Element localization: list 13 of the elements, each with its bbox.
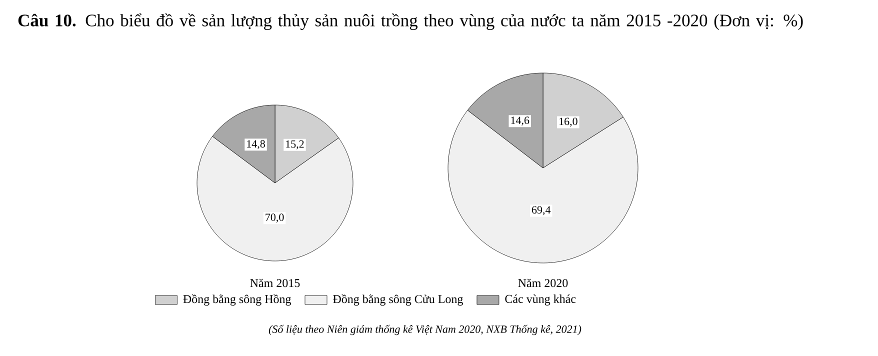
data-label: 70,0: [266, 214, 284, 223]
legend-label: Các vùng khác: [505, 294, 576, 306]
legend-label: Đồng bằng sông Cửu Long: [333, 294, 463, 306]
chart-title: Câu 10. Cho biểu đồ về sản lượng thủy sản nuôi trồng theo vùng của nước ta năm 2015 -2020 (Đơn vị: %): [18, 14, 803, 30]
legend-label: Đồng bằng sông Hồng: [183, 294, 292, 306]
data-label: 14,6: [511, 116, 530, 126]
text: Năm 2020: [518, 278, 568, 288]
data-label: 69,4: [532, 206, 551, 216]
data-label: 15,2: [286, 140, 304, 150]
data-label: 14,8: [247, 140, 265, 150]
text: (Số liệu theo Niên giám thống kê Việt Nam 2020, NXB Thống kê, 2021): [268, 324, 582, 336]
data-label: 16,0: [560, 118, 578, 127]
text: Năm 2015: [250, 278, 300, 288]
